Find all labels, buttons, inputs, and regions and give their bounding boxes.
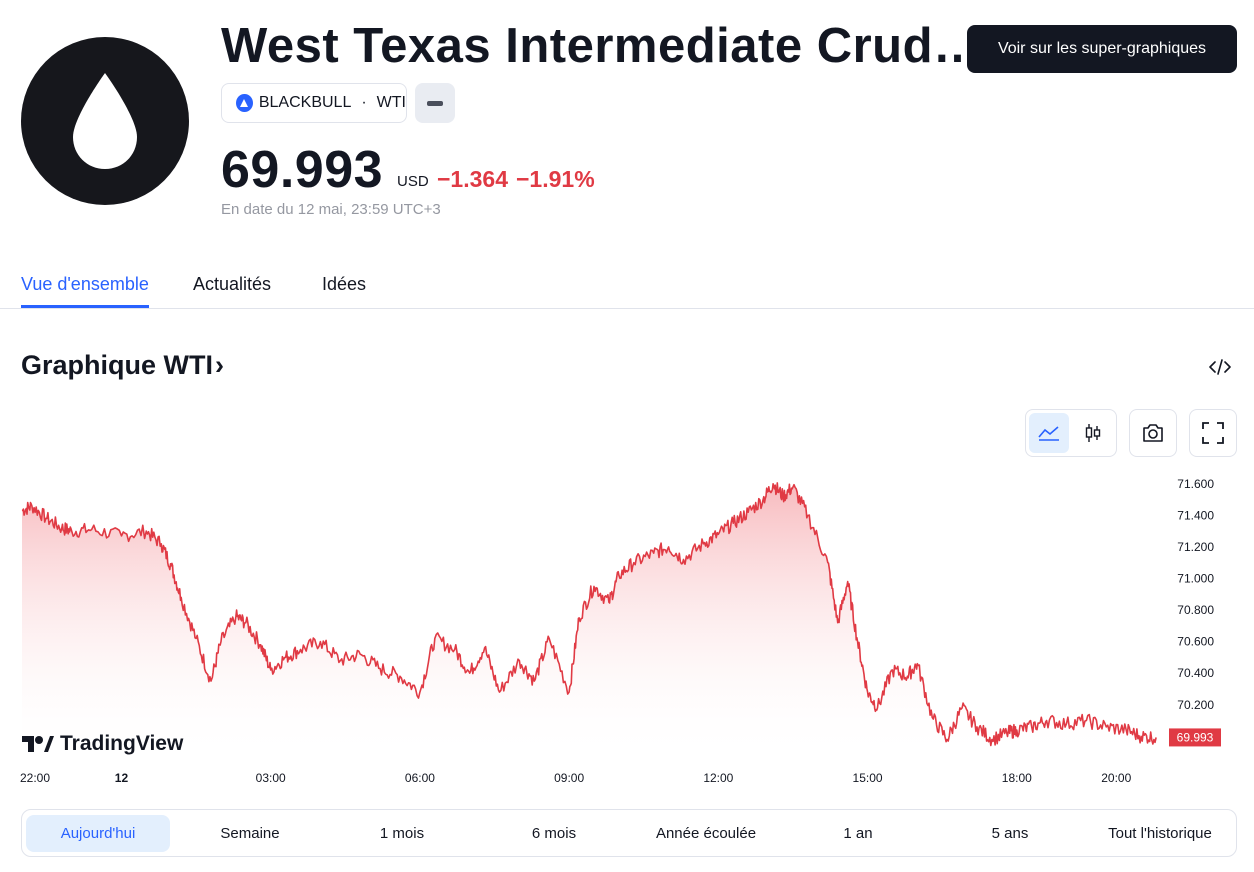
time-range-selector: Aujourd'hui Semaine 1 mois 6 mois Année … — [21, 809, 1237, 857]
price-change: −1.364 −1.91% — [437, 166, 595, 193]
tradingview-watermark: TradingView — [22, 732, 183, 756]
broker-name: BLACKBULL — [258, 94, 352, 111]
y-tick-label: 70.800 — [1177, 603, 1214, 617]
oil-drop-icon — [73, 73, 137, 169]
fullscreen-icon — [1202, 422, 1224, 444]
y-tick-label: 71.000 — [1177, 571, 1214, 585]
area-chart-button[interactable] — [1029, 413, 1069, 453]
x-tick-label: 03:00 — [256, 771, 286, 785]
tab-news[interactable]: Actualités — [193, 274, 272, 294]
quote-timestamp: En date du 12 mai, 23:59 UTC+3 — [221, 201, 441, 218]
chart-section-label: Graphique WTI — [21, 350, 213, 380]
source-separator: · — [361, 94, 367, 111]
area-chart-icon — [1038, 426, 1059, 441]
chevron-right-icon: › — [215, 350, 224, 380]
last-price: 69.993 — [221, 141, 384, 199]
camera-icon — [1143, 424, 1163, 442]
last-value-tag — [1169, 728, 1221, 747]
tradingview-logo-icon — [22, 736, 54, 752]
x-tick-label: 06:00 — [405, 771, 435, 785]
x-tick-label: 09:00 — [554, 771, 584, 785]
x-tick-label: 20:00 — [1101, 771, 1131, 785]
x-tick-label: 22:00 — [20, 771, 50, 785]
symbol-logo — [21, 37, 189, 205]
range-1-month[interactable]: 1 mois — [379, 825, 425, 842]
price-currency: USD — [397, 173, 429, 190]
range-ytd[interactable]: Année écoulée — [655, 825, 757, 842]
open-supercharts-button[interactable]: Voir sur les super-graphiques — [967, 25, 1237, 73]
x-tick-label: 12 — [115, 771, 129, 785]
snapshot-button[interactable] — [1129, 409, 1177, 457]
symbol-title: West Texas Intermediate Crud… — [221, 19, 983, 73]
symbol-code: WTI — [376, 94, 406, 111]
y-tick-label: 71.400 — [1177, 508, 1214, 522]
x-tick-label: 15:00 — [853, 771, 883, 785]
range-6-months[interactable]: 6 mois — [531, 825, 577, 842]
range-5-years[interactable]: 5 ans — [991, 825, 1029, 842]
chart-style-toggle — [1025, 409, 1117, 457]
range-1-year[interactable]: 1 an — [843, 825, 873, 842]
candlestick-icon — [1085, 424, 1101, 442]
minus-icon — [427, 100, 443, 106]
broker-logo-icon — [236, 94, 253, 112]
range-today[interactable]: Aujourd'hui — [26, 815, 170, 852]
overview-tabs: Vue d'ensemble Actualités Idées — [0, 264, 1254, 309]
range-all-time[interactable]: Tout l'historique — [1108, 825, 1212, 842]
price-line — [21, 482, 1157, 747]
candlestick-chart-button[interactable] — [1073, 413, 1113, 453]
price-chart[interactable]: 70.200 70.400 70.600 70.800 71.000 71.200 71.4… — [0, 460, 1254, 800]
chart-section-title[interactable]: Graphique WTI› — [21, 350, 224, 381]
x-tick-label: 18:00 — [1002, 771, 1032, 785]
price-area-fill — [22, 482, 1157, 760]
last-value-label: 69.993 — [1177, 730, 1214, 744]
tab-ideas[interactable]: Idées — [322, 274, 367, 294]
x-tick-label: 12:00 — [703, 771, 733, 785]
y-tick-label: 71.600 — [1177, 477, 1214, 491]
tradingview-wordmark: TradingView — [60, 732, 184, 755]
y-tick-label: 71.200 — [1177, 540, 1214, 554]
fullscreen-button[interactable] — [1189, 409, 1237, 457]
change-absolute: −1.364 — [437, 166, 508, 192]
remove-from-watchlist-button[interactable] — [415, 83, 455, 123]
range-week[interactable]: Semaine — [220, 825, 280, 842]
code-embed-icon[interactable] — [1207, 354, 1233, 380]
tab-overview[interactable]: Vue d'ensemble — [21, 274, 149, 308]
y-tick-label: 70.400 — [1177, 666, 1214, 680]
y-tick-label: 70.200 — [1177, 698, 1214, 712]
change-percent: −1.91% — [516, 166, 595, 192]
y-tick-label: 70.600 — [1177, 635, 1214, 649]
source-selector[interactable]: BLACKBULL · WTI — [221, 83, 407, 123]
